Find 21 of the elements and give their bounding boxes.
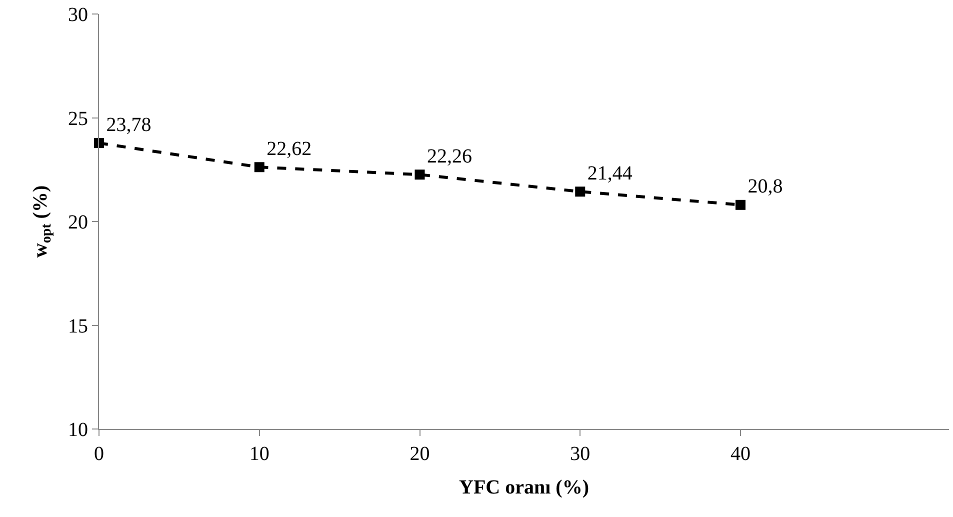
y-tick-label: 15 bbox=[68, 315, 88, 338]
y-tick-label: 20 bbox=[68, 212, 88, 234]
x-axis-title: YFC oranı (%) bbox=[459, 476, 589, 498]
y-tick-label: 30 bbox=[68, 4, 88, 26]
data-label: 22,62 bbox=[266, 138, 312, 160]
x-tick-label: 30 bbox=[570, 443, 590, 465]
point bbox=[254, 162, 264, 172]
point bbox=[94, 138, 104, 148]
point bbox=[575, 186, 586, 197]
data-label: 20,8 bbox=[748, 176, 783, 198]
x-tick-label: 20 bbox=[410, 443, 430, 465]
data-label: 23,78 bbox=[106, 114, 152, 136]
y-tick-label: 10 bbox=[68, 419, 88, 441]
x-tick-label: 10 bbox=[249, 443, 270, 465]
point bbox=[736, 200, 746, 210]
x-tick-label: 0 bbox=[94, 443, 104, 465]
y-tick-label: 25 bbox=[68, 108, 88, 130]
data-label: 21,44 bbox=[587, 162, 632, 184]
point bbox=[414, 170, 425, 180]
data-label: 22,26 bbox=[427, 145, 472, 168]
x-tick-label: 40 bbox=[730, 443, 751, 465]
